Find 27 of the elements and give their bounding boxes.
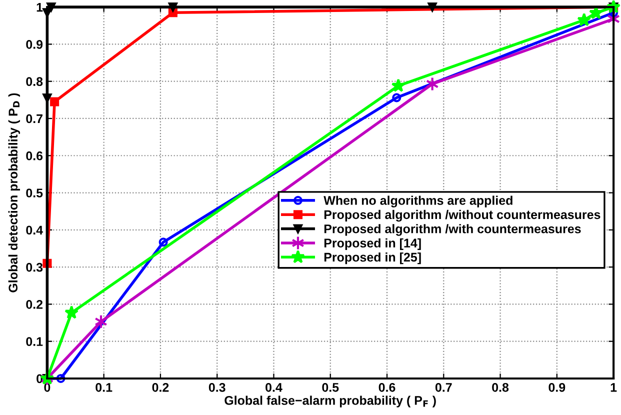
legend-label: Proposed algorithm /with countermeasures xyxy=(324,224,581,236)
y-tick-label: 0.6 xyxy=(26,151,43,160)
x-tick-label: 0.7 xyxy=(435,382,452,392)
x-tick-label: 0.3 xyxy=(208,382,226,392)
y-tick-label: 0.4 xyxy=(26,226,43,235)
y-tick-label: 0.1 xyxy=(26,337,43,346)
legend-label: When no algorithms are applied xyxy=(324,196,512,208)
y-tick-label: 0.7 xyxy=(26,114,42,124)
x-axis-title: Global false−alarm probability ( P$_{F}$ ) xyxy=(224,396,436,408)
y-tick-label: 0.8 xyxy=(26,77,43,86)
y-tick-label: 0.2 xyxy=(26,300,43,309)
x-tick-label: 0.6 xyxy=(378,382,396,392)
y-tick-label: 0.3 xyxy=(26,262,43,272)
legend-label: Proposed in [14] xyxy=(324,238,421,250)
y-axis-title: Global detection probability ( P$_{D}$ ) xyxy=(8,93,20,292)
y-tick-label: 0.5 xyxy=(26,188,43,198)
y-tick-label: 1 xyxy=(36,2,43,12)
x-tick-label: 0.5 xyxy=(322,382,339,392)
x-tick-label: 0.8 xyxy=(492,382,509,392)
y-tick-label: 0.9 xyxy=(26,40,43,49)
x-tick-label: 1 xyxy=(610,383,617,392)
x-tick-label: 0.9 xyxy=(548,382,566,392)
x-tick-label: 0.1 xyxy=(96,382,112,392)
legend-label: Proposed algorithm /without countermeasures xyxy=(324,210,600,222)
legend-label: Proposed in [25] xyxy=(324,252,421,264)
x-tick-label: 0.4 xyxy=(266,382,282,392)
x-tick-label: 0.2 xyxy=(152,382,169,392)
